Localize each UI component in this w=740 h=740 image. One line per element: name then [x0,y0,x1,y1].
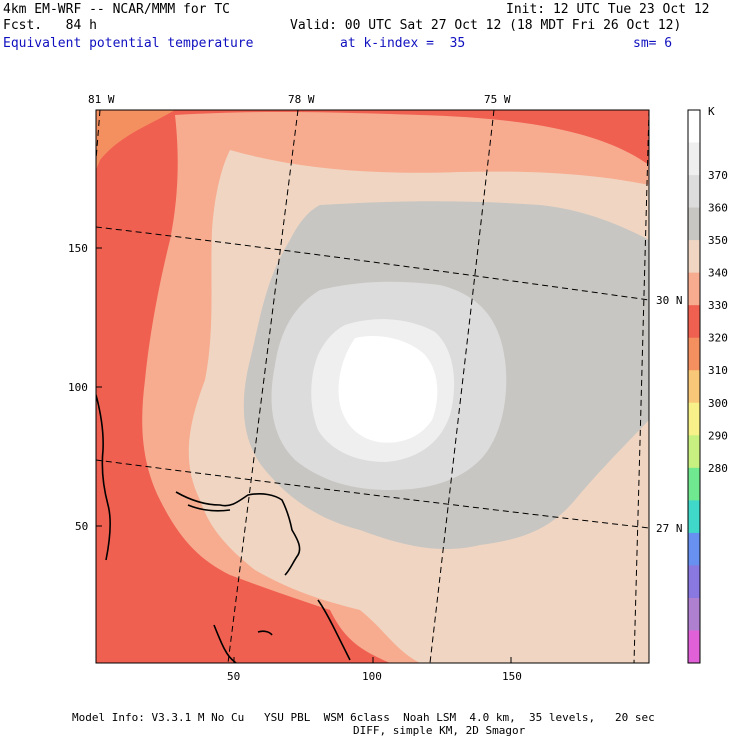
colorbar-label: 310 [708,364,728,377]
lon-label-75w: 75 W [484,93,511,106]
model-info: Model Info: V3.3.1 M No Cu YSU PBL WSM 6… [72,711,655,724]
tick-marks [96,247,512,663]
coastlines [96,394,351,663]
colorbar-swatch [688,370,700,404]
parallel-30n [96,226,649,301]
andros [213,624,237,663]
colorbar-swatch [688,305,700,339]
colorbar-swatch [688,272,700,306]
y-tick-50: 50 [75,520,88,533]
theta-e-field [96,110,649,663]
y-tick-150: 150 [68,242,88,255]
colorbar-label: 290 [708,429,728,442]
colorbar-swatch [688,207,700,241]
colorbar-label: 330 [708,299,728,312]
colorbar-swatch [688,435,700,469]
colorbar-swatch [688,565,700,599]
colorbar-swatch [688,597,700,631]
init-time: Init: 12 UTC Tue 23 Oct 12 [506,2,710,17]
colorbar-swatch [688,630,700,664]
latlon-grid [96,110,649,663]
model-title: 4km EM-WRF -- NCAR/MMM for TC [3,2,230,17]
colorbar-label: 300 [708,397,728,410]
grand-bahama-south [187,504,231,512]
colorbar-swatch [688,240,700,274]
florida-coast [96,394,111,561]
band-370 [338,335,438,443]
colorbar-unit: K [708,105,715,118]
field-name: Equivalent potential temperature [3,36,254,51]
x-tick-100: 100 [362,670,382,683]
y-tick-100: 100 [68,381,88,394]
valid-time: Valid: 00 UTC Sat 27 Oct 12 (18 MDT Fri … [290,18,682,33]
new-providence [257,630,273,636]
meridian-81w [96,110,101,161]
lat-label-27n: 27 N [656,522,683,535]
meridian-78w [227,110,299,663]
eleuthera [317,599,351,661]
colorbar-swatch [688,110,700,144]
model-info-2: DIFF, simple KM, 2D Smagor [353,724,526,737]
colorbar-label: 350 [708,234,728,247]
level-index: at k-index = 35 [340,36,466,51]
lon-label-78w: 78 W [288,93,315,106]
colorbar-swatch [688,337,700,371]
colorbar-swatch [688,532,700,566]
x-tick-150: 150 [502,670,522,683]
grand-bahama-abaco [175,491,301,576]
colorbar-label: 370 [708,169,728,182]
colorbar-label: 360 [708,202,728,215]
colorbar-frame [687,109,701,664]
smoothing-value: sm= 6 [633,36,673,51]
forecast-hour: Fcst. 84 h [3,18,97,33]
colorbar-swatch [688,142,700,176]
parallel-27n [96,459,649,529]
colorbar-label: 320 [708,332,728,345]
lon-label-81w: 81 W [88,93,115,106]
lat-label-30n: 30 N [656,294,683,307]
colorbar-swatch [688,175,700,209]
x-tick-50: 50 [227,670,240,683]
map-figure: 81 W 78 W 75 W 30 N 27 N 50 100 150 150 … [68,93,728,683]
colorbar-swatch [688,467,700,501]
meridian-75w [429,110,495,663]
colorbar: 370 360 350 340 330 320 310 300 290 280 [687,109,728,664]
colorbar-label: 340 [708,267,728,280]
colorbar-swatch [688,500,700,534]
band-330-patch [96,110,175,170]
colorbar-label: 280 [708,462,728,475]
meridian-72w [633,110,649,663]
colorbar-swatch [688,402,700,436]
